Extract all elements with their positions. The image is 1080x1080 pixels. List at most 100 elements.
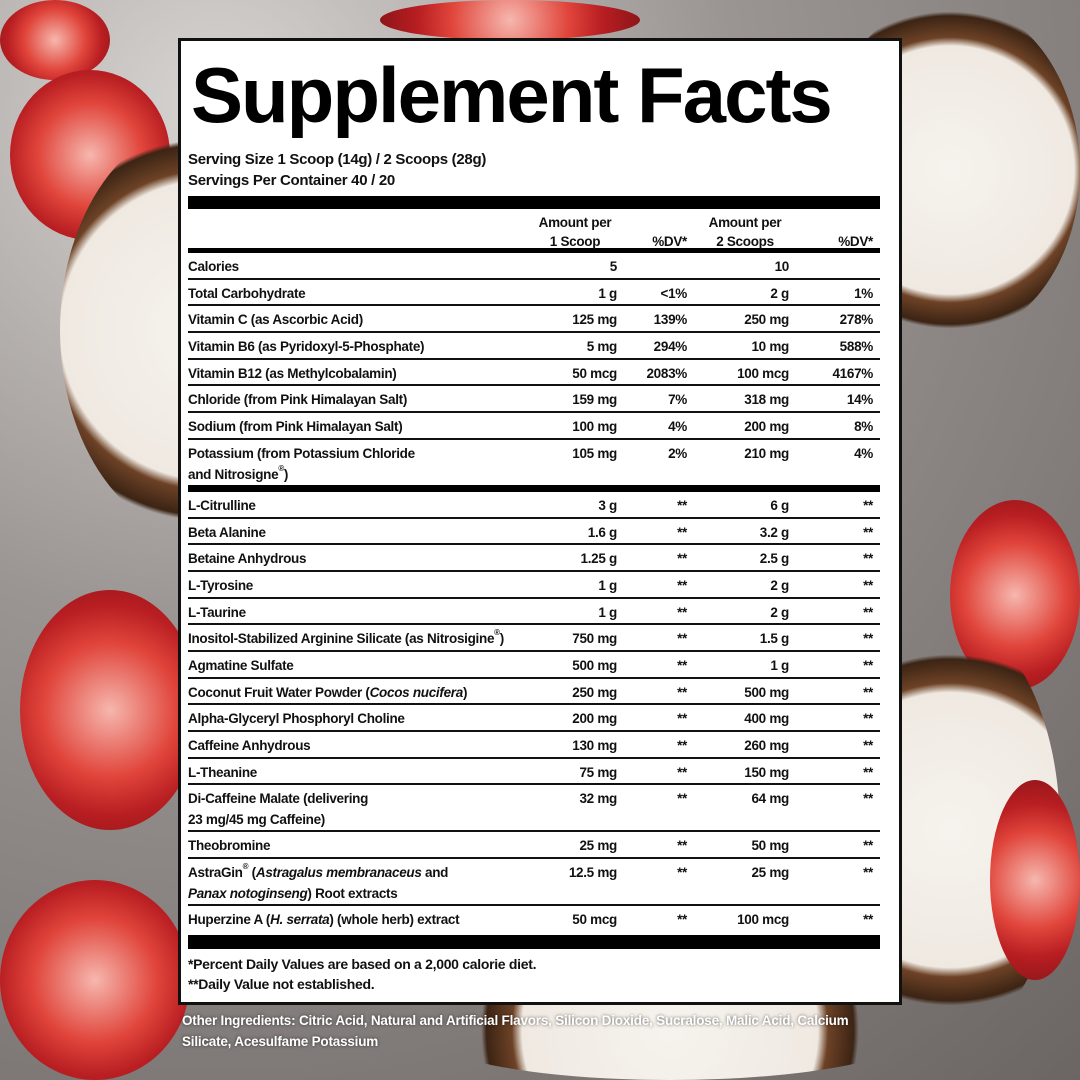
- dv-1-scoop: [617, 256, 687, 278]
- dv-1-scoop: **: [677, 865, 687, 881]
- table-row: Alpha-Glyceryl Phosphoryl Choline 200 mg *…: [188, 705, 880, 732]
- header-amount2-cell: Amount per 2 Scoops: [687, 213, 789, 249]
- dv-2-scoops: 4%: [854, 445, 873, 461]
- dv-1-scoop: **: [677, 551, 687, 567]
- name-part: (: [248, 865, 257, 881]
- amount-per-2-scoops: 25 mg: [751, 865, 789, 881]
- table-row: Vitamin B12 (as Methylcobalamin) 50 mcg 20…: [188, 360, 880, 387]
- dv-2-scoops: **: [863, 764, 873, 780]
- name-part: L-Taurine: [188, 604, 246, 620]
- dv-2-scoops: 588%: [839, 339, 874, 355]
- table-row: L-Taurine 1 g ** 2 g **: [188, 599, 880, 626]
- table-row: L-Citrulline 3 g ** 6 g **: [188, 492, 880, 519]
- table-row: L-Theanine 75 mg ** 150 mg **: [188, 759, 880, 786]
- amount-per-2-scoops: 10 mg: [751, 339, 789, 355]
- ingredient-name: Vitamin C (as Ascorbic Acid): [188, 309, 548, 331]
- name-part: Beta Alanine: [188, 524, 266, 540]
- dv-1-scoop: **: [677, 631, 687, 647]
- amount-per-1-scoop: 1.6 g: [587, 524, 618, 540]
- name-part: ) (whole herb) extract: [329, 912, 460, 928]
- table-row: Beta Alanine 1.6 g ** 3.2 g **: [188, 519, 880, 546]
- label-title: Supplement Facts: [191, 51, 833, 139]
- dv-2-scoops: 8%: [854, 419, 873, 435]
- dv-2-scoops: **: [863, 684, 873, 700]
- name-part: Chloride (from Pink Himalayan Salt): [188, 392, 408, 408]
- ingredient-name: Potassium (from Potassium Chloride and Ni…: [188, 443, 548, 485]
- amount-per-2-scoops: 260 mg: [744, 738, 789, 753]
- amount-per-1-scoop: 500 mg: [572, 657, 617, 673]
- name-part: Caffeine Anhydrous: [188, 738, 311, 753]
- ingredient-name: Chloride (from Pink Himalayan Salt): [188, 389, 548, 411]
- dv-1-scoop: 7%: [668, 392, 687, 408]
- amount-per-1-scoop: 5: [609, 259, 618, 274]
- name-part: AstraGin: [188, 865, 243, 881]
- dv-2-scoops: 1%: [854, 285, 873, 301]
- amount-per-2-scoops: 400 mg: [744, 711, 789, 727]
- amount-per-1-scoop: 1 g: [598, 577, 617, 593]
- dv-2-scoops: **: [863, 838, 873, 854]
- ingredient-name: Vitamin B12 (as Methylcobalamin): [188, 363, 548, 385]
- ingredient-name: L-Taurine: [188, 602, 548, 624]
- table-row: Calories 5 10: [188, 253, 880, 280]
- ingredient-name: Alpha-Glyceryl Phosphoryl Choline: [188, 708, 548, 730]
- ingredient-name: Betaine Anhydrous: [188, 548, 548, 570]
- name-part: Theobromine: [188, 838, 271, 854]
- dv-1-scoop: **: [677, 524, 687, 540]
- amount-per-2-scoops: 2 g: [770, 285, 789, 301]
- name-part: ): [499, 631, 505, 647]
- name-part: Inositol-Stabilized Arginine Silicate (a…: [188, 631, 495, 647]
- table-row: Caffeine Anhydrous 130 mg ** 260 mg **: [188, 732, 880, 759]
- amount-per-1-scoop: 50 mcg: [572, 912, 617, 928]
- table-row: Potassium (from Potassium Chloride and Ni…: [188, 440, 880, 487]
- strawberry-slice: [0, 880, 190, 1080]
- ingredient-name: L-Theanine: [188, 762, 548, 784]
- table-row: Coconut Fruit Water Powder (Cocos nucife…: [188, 679, 880, 706]
- table-row: AstraGin® (Astragalus membranaceus and Pa…: [188, 859, 880, 907]
- name-part: ): [283, 466, 289, 482]
- name-part: Coconut Fruit Water Powder (: [188, 684, 370, 700]
- amount-per-2-scoops: 6 g: [770, 497, 789, 513]
- name-part: ): [462, 684, 468, 700]
- dv-2-scoops: **: [863, 551, 873, 567]
- ingredient-name: Inositol-Stabilized Arginine Silicate (a…: [188, 628, 548, 650]
- dv-1-scoop: **: [677, 912, 687, 928]
- header-amount2-line2: 2 Scoops: [716, 234, 774, 249]
- header-spacer: [188, 213, 533, 248]
- servings-per-container: Servings Per Container 40 / 20: [188, 172, 395, 189]
- name-part: Total Carbohydrate: [188, 285, 306, 301]
- amount-per-2-scoops: 100 mcg: [737, 365, 789, 381]
- dv-1-scoop: **: [677, 497, 687, 513]
- dv-1-scoop: **: [677, 791, 687, 807]
- ingredients-section: L-Citrulline 3 g ** 6 g ** Beta Alanine 1.6 g *…: [188, 492, 880, 933]
- dv-1-scoop: **: [677, 604, 687, 620]
- name-part: Vitamin C (as Ascorbic Acid): [188, 312, 363, 328]
- table-row: Agmatine Sulfate 500 mg ** 1 g **: [188, 652, 880, 679]
- amount-per-1-scoop: 1 g: [598, 285, 617, 301]
- name-part: Agmatine Sulfate: [188, 657, 294, 673]
- dv-1-scoop: 2%: [668, 445, 687, 461]
- name-part: Betaine Anhydrous: [188, 551, 307, 567]
- strawberry-slice: [0, 0, 110, 80]
- name-part: H. serrata: [270, 912, 330, 928]
- ingredient-name: Coconut Fruit Water Powder (Cocos nucife…: [188, 682, 548, 704]
- dv-2-scoops: 4167%: [832, 365, 873, 381]
- amount-per-1-scoop: 32 mg: [579, 791, 617, 807]
- name-part: Calories: [188, 259, 239, 274]
- supplement-facts-label: Supplement Facts Serving Size 1 Scoop (1…: [178, 38, 902, 1005]
- amount-per-2-scoops: 500 mg: [744, 684, 789, 700]
- amount-per-1-scoop: 5 mg: [586, 339, 618, 355]
- name-part: Vitamin B12 (as Methylcobalamin): [188, 365, 397, 381]
- dv-1-scoop: 294%: [653, 339, 688, 355]
- amount-per-1-scoop: 12.5 mg: [568, 865, 617, 881]
- dv-1-scoop: 139%: [653, 312, 688, 328]
- amount-per-1-scoop: 105 mg: [572, 445, 617, 461]
- registered-mark: ®: [242, 862, 249, 872]
- dv-2-scoops: **: [863, 604, 873, 620]
- amount-per-1-scoop: 100 mg: [572, 419, 617, 435]
- amount-per-2-scoops: 150 mg: [744, 764, 789, 780]
- footnote-not-established: **Daily Value not established.: [188, 975, 375, 992]
- dv-1-scoop: **: [677, 657, 687, 673]
- amount-per-2-scoops: 2.5 g: [759, 551, 790, 567]
- amount-per-1-scoop: 75 mg: [579, 764, 617, 780]
- dv-2-scoops: **: [863, 711, 873, 727]
